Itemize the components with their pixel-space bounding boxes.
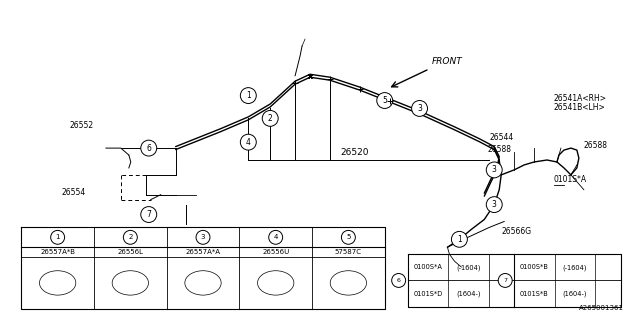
Text: 26541B<LH>: 26541B<LH>: [554, 103, 605, 112]
Circle shape: [141, 140, 157, 156]
Text: (1604-): (1604-): [563, 290, 587, 297]
Text: A265001361: A265001361: [579, 305, 623, 311]
Text: 26556U: 26556U: [262, 249, 289, 255]
Text: 4: 4: [273, 234, 278, 240]
Text: 26557A*A: 26557A*A: [186, 249, 221, 255]
Circle shape: [241, 88, 256, 103]
Text: 0100S*B: 0100S*B: [520, 264, 549, 270]
Circle shape: [124, 230, 138, 244]
Text: FRONT: FRONT: [431, 57, 462, 66]
Circle shape: [498, 274, 512, 287]
Text: 3: 3: [201, 234, 205, 240]
Circle shape: [262, 110, 278, 126]
Text: 26588: 26588: [584, 141, 608, 150]
Text: 0101S*A: 0101S*A: [554, 175, 587, 184]
Text: 2: 2: [128, 234, 132, 240]
Text: 57587C: 57587C: [335, 249, 362, 255]
Circle shape: [269, 230, 283, 244]
Circle shape: [451, 231, 467, 247]
Text: (-1604): (-1604): [456, 264, 481, 271]
Text: 26541A<RH>: 26541A<RH>: [554, 93, 607, 102]
Text: 6: 6: [397, 278, 401, 283]
Text: (-1604): (-1604): [563, 264, 587, 271]
Circle shape: [486, 197, 502, 212]
Circle shape: [241, 134, 256, 150]
Text: 3: 3: [492, 165, 497, 174]
Circle shape: [377, 92, 393, 108]
Circle shape: [341, 230, 355, 244]
Circle shape: [412, 100, 428, 116]
Circle shape: [392, 274, 406, 287]
Circle shape: [196, 230, 210, 244]
Circle shape: [486, 162, 502, 178]
Text: (1604-): (1604-): [456, 290, 481, 297]
Text: 1: 1: [246, 91, 251, 100]
Circle shape: [51, 230, 65, 244]
Text: 26552: 26552: [69, 121, 93, 130]
Text: 7: 7: [147, 210, 151, 219]
Text: 6: 6: [147, 144, 151, 153]
Text: 26556L: 26556L: [117, 249, 143, 255]
Text: 26557A*B: 26557A*B: [40, 249, 75, 255]
Text: 26520: 26520: [340, 148, 369, 157]
Text: 0101S*D: 0101S*D: [413, 291, 442, 297]
Text: 4: 4: [246, 138, 251, 147]
Text: 3: 3: [492, 200, 497, 209]
Text: 26554: 26554: [61, 188, 85, 197]
Text: 1: 1: [56, 234, 60, 240]
Text: 26544: 26544: [489, 133, 513, 142]
Text: 1: 1: [457, 235, 462, 244]
Text: 7: 7: [503, 278, 507, 283]
Circle shape: [141, 207, 157, 222]
Text: 0101S*B: 0101S*B: [520, 291, 548, 297]
Text: 5: 5: [382, 96, 387, 105]
Text: 3: 3: [417, 104, 422, 113]
Text: 0100S*A: 0100S*A: [413, 264, 442, 270]
Text: 26566G: 26566G: [501, 227, 531, 236]
Text: 5: 5: [346, 234, 351, 240]
Text: 2: 2: [268, 114, 273, 123]
Text: 26588: 26588: [487, 145, 511, 154]
